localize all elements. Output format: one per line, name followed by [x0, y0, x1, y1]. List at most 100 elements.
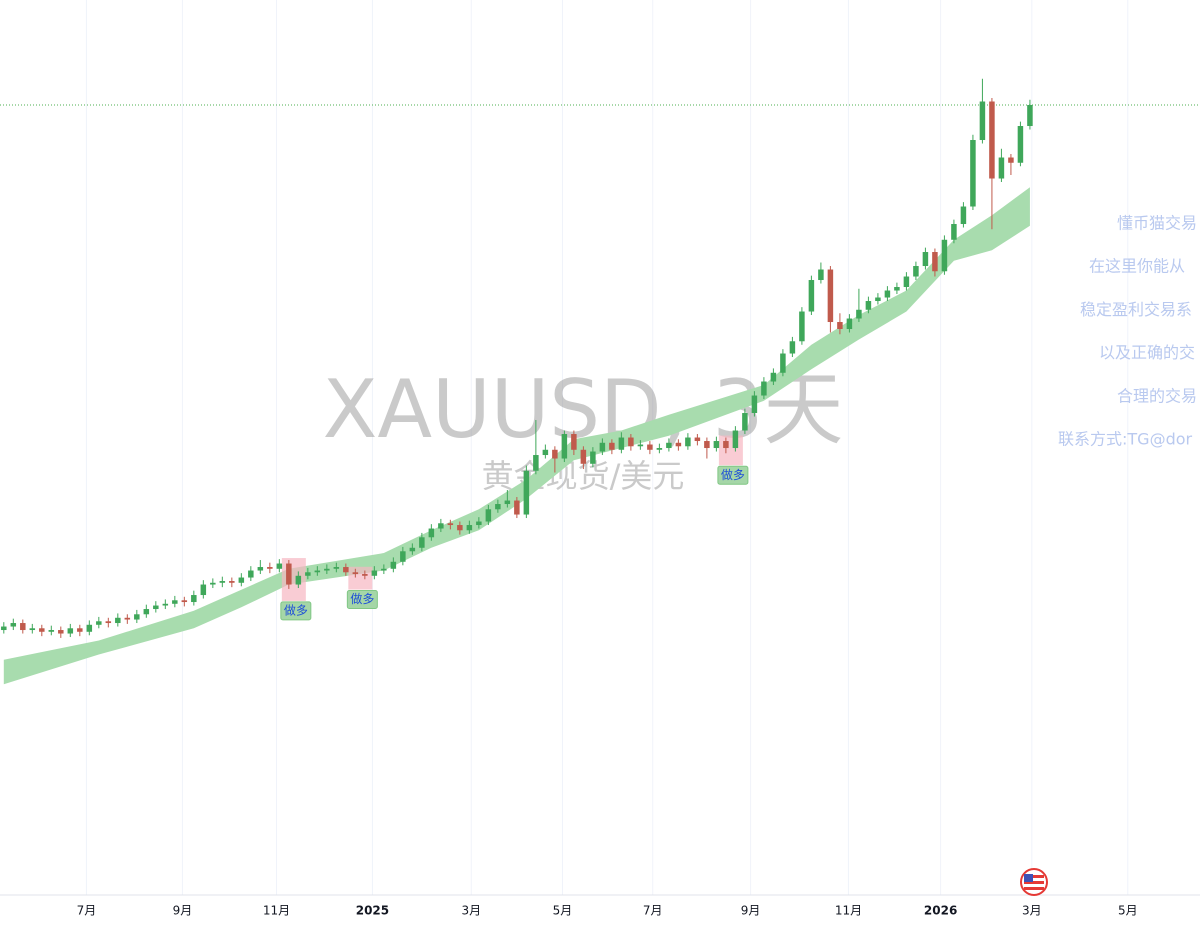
candle-body: [704, 441, 710, 449]
candle-body: [932, 252, 938, 272]
x-tick-label: 3月: [461, 904, 481, 918]
candle-body: [837, 322, 843, 330]
candle-body: [751, 395, 758, 414]
candle-body: [989, 101, 995, 179]
candle-body: [789, 341, 796, 354]
candle-body: [400, 551, 406, 562]
candle-body: [865, 301, 872, 310]
candle-body: [48, 630, 55, 632]
candle-body: [295, 575, 302, 585]
candle-body: [979, 101, 986, 141]
candle-body: [181, 600, 188, 603]
candle-body: [685, 437, 691, 447]
candle-body: [742, 413, 748, 431]
candle-body: [533, 455, 539, 471]
candle-body: [523, 470, 530, 515]
candle-body: [808, 280, 815, 312]
candle-body: [105, 621, 112, 624]
candle-body: [428, 528, 435, 538]
candle-body: [675, 442, 682, 447]
candle-body: [238, 577, 245, 583]
candle-body: [1, 626, 7, 631]
candle-body: [951, 224, 957, 240]
candle-body: [314, 570, 321, 573]
candle-body: [761, 381, 767, 396]
candle-body: [561, 434, 568, 459]
candle-body: [77, 628, 83, 632]
x-tick-label: 3月: [1022, 904, 1042, 918]
candle-body: [647, 444, 653, 450]
candle-body: [770, 372, 777, 382]
flag-icon: [1020, 868, 1048, 896]
x-tick-label: 9月: [741, 904, 761, 918]
candle-body: [846, 318, 853, 330]
candle-body: [219, 581, 226, 583]
candle-body: [352, 572, 359, 575]
candle-body: [447, 523, 454, 526]
candle-body: [58, 630, 64, 634]
signal-highlight: [718, 435, 743, 466]
x-tick-label: 7月: [77, 904, 97, 918]
signal-label: 做多: [721, 467, 745, 482]
candle-body: [67, 628, 74, 634]
candle-body: [780, 353, 786, 373]
candle-body: [514, 500, 520, 515]
candle-body: [580, 449, 587, 464]
candle-body: [1008, 157, 1014, 163]
candle-body: [143, 609, 150, 615]
signal-badge: [280, 601, 312, 621]
candle-body: [1027, 105, 1033, 127]
candle-body: [276, 563, 283, 569]
candle-body: [941, 239, 948, 272]
candle-body: [827, 269, 834, 323]
candle-body: [134, 614, 140, 620]
candle-body: [884, 290, 891, 298]
candle-body: [628, 437, 634, 447]
candle-body: [856, 309, 862, 319]
candle-body: [732, 430, 739, 449]
candle-body: [970, 140, 976, 207]
candle-body: [666, 442, 672, 449]
candle-body: [267, 567, 273, 569]
candle-body: [20, 623, 26, 631]
x-tick-label: 5月: [1118, 904, 1138, 918]
signal-highlight: [281, 558, 306, 601]
candle-body: [10, 623, 17, 627]
x-tick-label: 11月: [263, 904, 290, 918]
candle-body: [229, 581, 235, 583]
candle-body: [818, 269, 824, 281]
candle-body: [409, 547, 416, 552]
candle-body: [875, 297, 881, 302]
candle-body: [476, 521, 482, 526]
candle-body: [333, 567, 340, 569]
candle-body: [286, 563, 292, 585]
signal-badge: [346, 590, 378, 610]
promo-text: 稳定盈利交易系: [1080, 300, 1192, 319]
promo-text: 联系方式:TG@dor: [1058, 430, 1193, 449]
candle-body: [694, 437, 701, 442]
candle-body: [343, 567, 349, 573]
candle-body: [799, 311, 805, 342]
candle-body: [438, 523, 444, 529]
candle-body: [485, 509, 492, 522]
x-tick-label: 7月: [643, 904, 663, 918]
candle-body: [96, 621, 102, 625]
candle-body: [191, 595, 197, 603]
candle-body: [637, 444, 644, 447]
candle-body: [162, 603, 169, 606]
signal-badge: [717, 465, 749, 485]
x-tick-label: 5月: [553, 904, 573, 918]
promo-text: 合理的交易: [1117, 386, 1197, 405]
candle-body: [894, 287, 900, 291]
candle-body: [552, 449, 558, 459]
candle-body: [495, 504, 501, 510]
candle-body: [29, 628, 36, 631]
candle-body: [305, 572, 311, 576]
candle-body: [922, 252, 929, 267]
candle-body: [248, 570, 254, 578]
candle-body: [618, 437, 625, 450]
candle-body: [200, 584, 207, 596]
candle-body: [656, 448, 663, 450]
candle-body: [124, 617, 131, 620]
candle-body: [609, 442, 615, 450]
